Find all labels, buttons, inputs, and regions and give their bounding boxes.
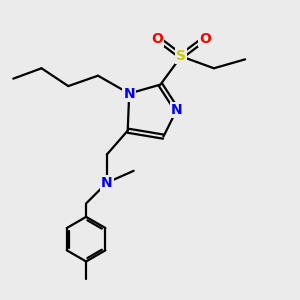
Text: O: O	[199, 32, 211, 46]
Text: S: S	[176, 50, 186, 63]
Text: N: N	[171, 103, 183, 117]
Text: N: N	[101, 176, 113, 190]
Text: O: O	[152, 32, 164, 46]
Text: N: N	[123, 86, 135, 100]
